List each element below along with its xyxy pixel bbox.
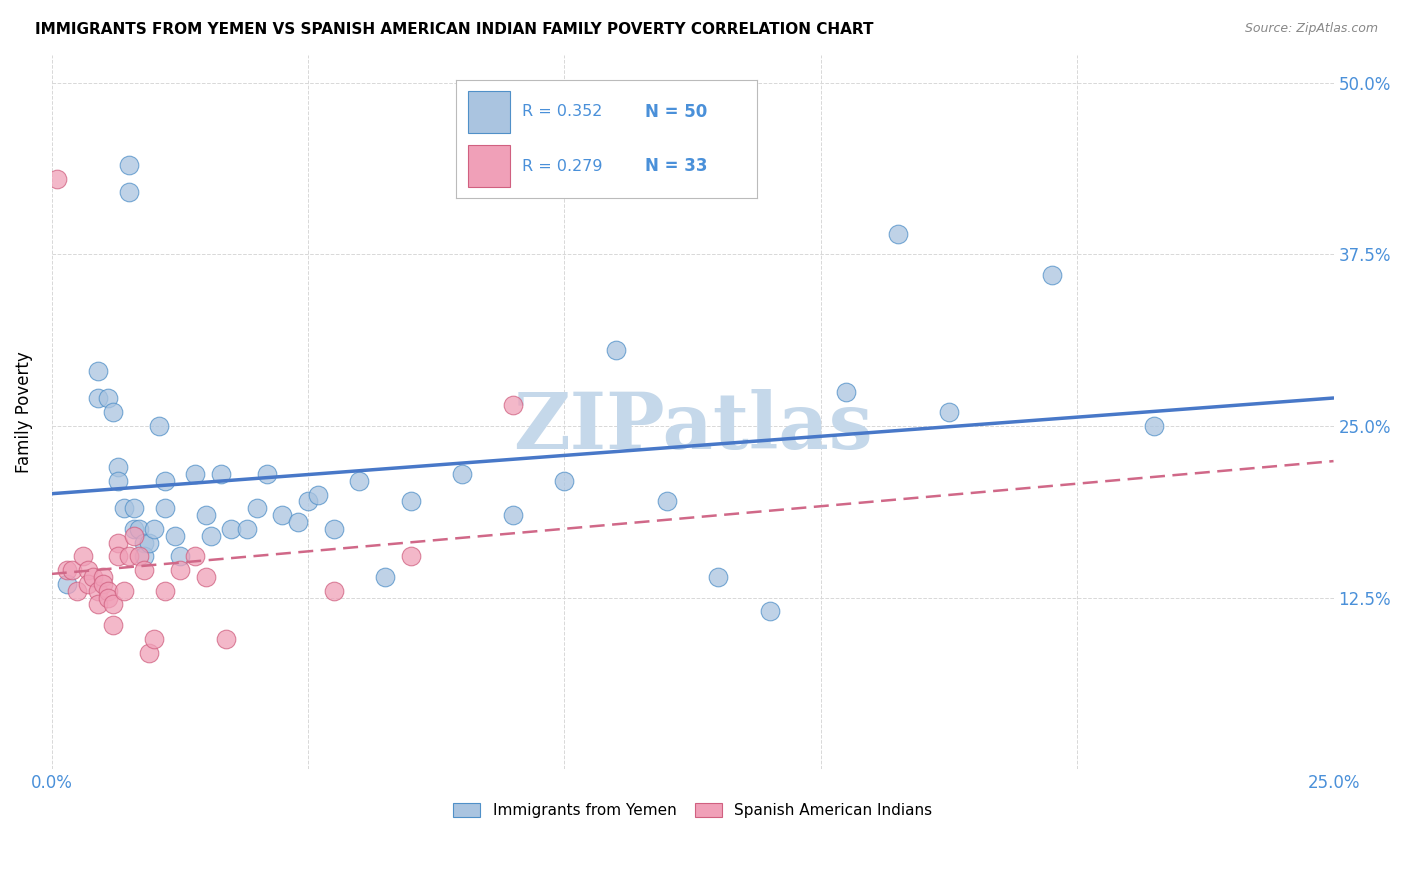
Point [605,343,627,358]
Point [122,501,145,516]
Point [349,474,371,488]
Point [87,598,110,612]
Point [76,577,98,591]
Point [194,508,217,523]
Point [138,646,160,660]
Point [97,392,120,406]
Point [655,494,678,508]
Point [148,419,170,434]
Point [1143,419,1166,434]
Point [132,563,155,577]
Point [297,494,319,508]
Point [112,583,135,598]
Point [143,632,166,646]
Point [153,583,176,598]
Y-axis label: Family Poverty: Family Poverty [15,351,32,473]
Point [118,158,141,172]
Point [835,384,858,399]
Point [107,535,129,549]
Point [886,227,908,241]
Point [322,522,344,536]
Point [72,549,94,564]
Point [91,577,114,591]
Point [118,549,141,564]
Legend: Immigrants from Yemen, Spanish American Indians: Immigrants from Yemen, Spanish American … [446,795,941,826]
Point [153,474,176,488]
Point [256,467,278,481]
Point [87,364,110,378]
Point [122,529,145,543]
Point [169,549,191,564]
Point [235,522,257,536]
Point [219,522,242,536]
Point [91,570,114,584]
Point [128,549,150,564]
Point [103,405,125,419]
Point [502,508,524,523]
Point [322,583,344,598]
Point [112,501,135,516]
Point [194,570,217,584]
Point [76,563,98,577]
Point [132,535,155,549]
Point [153,501,176,516]
Point [209,467,232,481]
Point [1040,268,1063,282]
Point [56,577,79,591]
Point [184,549,207,564]
Point [169,563,191,577]
Point [97,591,120,605]
Text: Source: ZipAtlas.com: Source: ZipAtlas.com [1244,22,1378,36]
Point [399,549,422,564]
Point [758,604,780,618]
Point [128,522,150,536]
Point [271,508,294,523]
Point [60,563,83,577]
Point [107,549,129,564]
Point [287,515,309,529]
Point [307,488,329,502]
Text: ZIPatlas: ZIPatlas [513,389,873,465]
Point [118,186,141,200]
Text: IMMIGRANTS FROM YEMEN VS SPANISH AMERICAN INDIAN FAMILY POVERTY CORRELATION CHAR: IMMIGRANTS FROM YEMEN VS SPANISH AMERICA… [35,22,873,37]
Point [200,529,222,543]
Point [374,570,396,584]
Point [103,618,125,632]
Point [553,474,575,488]
Point [45,171,67,186]
Point [122,522,145,536]
Point [56,563,79,577]
Point [451,467,474,481]
Point [132,549,155,564]
Point [107,460,129,475]
Point [163,529,186,543]
Point [138,535,160,549]
Point [215,632,238,646]
Point [707,570,730,584]
Point [103,598,125,612]
Point [66,583,89,598]
Point [143,522,166,536]
Point [184,467,207,481]
Point [502,398,524,412]
Point [246,501,269,516]
Point [97,583,120,598]
Point [938,405,960,419]
Point [87,583,110,598]
Point [399,494,422,508]
Point [87,392,110,406]
Point [82,570,104,584]
Point [107,474,129,488]
